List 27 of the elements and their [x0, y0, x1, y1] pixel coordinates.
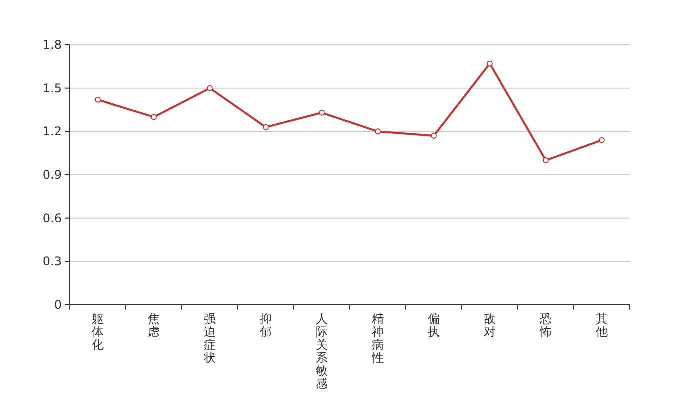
y-tick-label: 1.5 [42, 81, 62, 96]
x-tick-label: 躯体化 [92, 312, 104, 352]
x-tick-label: 其他 [596, 312, 608, 339]
point [151, 114, 157, 120]
point [95, 96, 101, 103]
x-tick-label: 偏执 [428, 312, 440, 339]
y-tick-label: 0.3 [42, 254, 62, 269]
y-tick-label: 1.8 [42, 38, 62, 52]
point [375, 128, 381, 135]
x-tick-label: 焦虑 [148, 312, 160, 339]
x-tick-label: 抑郁 [260, 312, 272, 339]
x-tick-label: 强迫症状 [203, 312, 216, 365]
point [599, 137, 605, 144]
x-tick-label: 恐怖 [539, 312, 552, 339]
x-tick-label: 人际关系敏感 [316, 312, 328, 391]
point [543, 158, 549, 164]
point [431, 133, 437, 139]
y-tick-label: 1.2 [42, 124, 62, 139]
point [263, 124, 269, 130]
y-tick-label: 0 [54, 298, 62, 312]
point [207, 85, 213, 92]
x-tick-label: 敌对 [484, 312, 496, 339]
y-tick-label: 0.6 [42, 211, 62, 226]
y-tick-label: 0.9 [42, 168, 62, 182]
point [319, 110, 325, 116]
point [487, 60, 493, 67]
x-tick-label: 精神病性 [371, 312, 384, 365]
